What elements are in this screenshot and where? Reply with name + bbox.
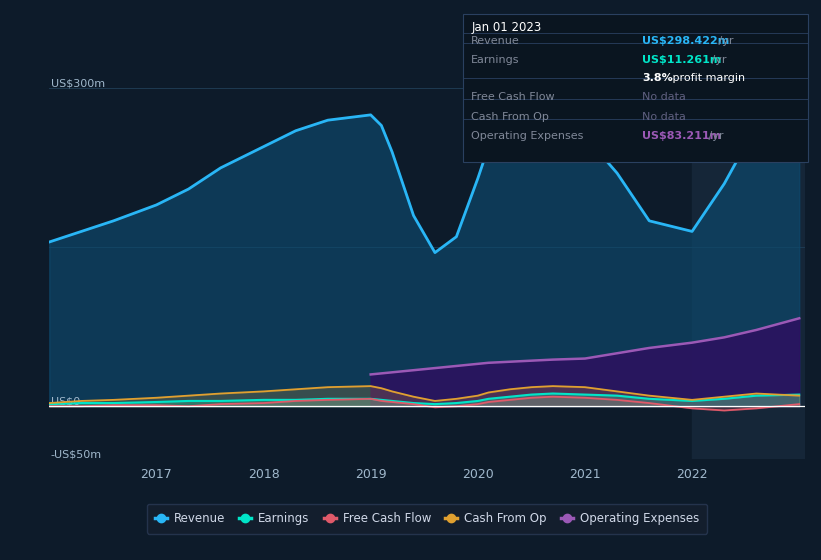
Text: Operating Expenses: Operating Expenses [471,131,584,141]
Text: Earnings: Earnings [471,55,520,65]
Text: US$11.261m: US$11.261m [642,55,722,65]
Bar [692,67,805,459]
Text: Jan 01 2023: Jan 01 2023 [471,21,542,34]
Text: Revenue: Revenue [471,36,520,45]
Text: US$300m: US$300m [51,78,105,88]
Text: Cash From Op: Cash From Op [471,111,549,122]
Text: Free Cash Flow: Free Cash Flow [471,92,555,102]
Text: 3.8%: 3.8% [642,73,673,82]
Text: /yr: /yr [704,131,723,141]
Text: US$83.211m: US$83.211m [642,131,722,141]
Text: profit margin: profit margin [668,73,745,82]
Text: /yr: /yr [714,36,733,45]
Legend: Revenue, Earnings, Free Cash Flow, Cash From Op, Operating Expenses: Revenue, Earnings, Free Cash Flow, Cash … [147,504,707,534]
Text: No data: No data [642,111,686,122]
Text: No data: No data [642,92,686,102]
Text: US$298.422m: US$298.422m [642,36,730,45]
Text: /yr: /yr [708,55,727,65]
Text: -US$50m: -US$50m [51,449,102,459]
Text: US$0: US$0 [51,396,80,406]
